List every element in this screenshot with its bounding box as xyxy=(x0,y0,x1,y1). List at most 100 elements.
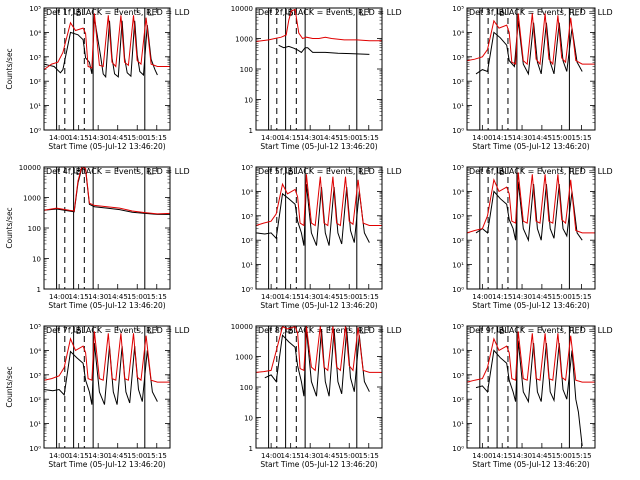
x-tick-label: 14:45 xyxy=(532,293,552,301)
x-tick-label: 14:00 xyxy=(472,134,492,142)
y-tick-label: 1000 xyxy=(235,354,253,362)
y-tick-label: 10³ xyxy=(29,54,41,62)
x-tick-label: 14:45 xyxy=(532,134,552,142)
y-tick-label: 1000 xyxy=(23,195,41,203)
y-tick-label: 10⁰ xyxy=(29,127,41,135)
x-tick-label: 14:00 xyxy=(261,293,281,301)
x-tick-label: 14:45 xyxy=(108,293,128,301)
series-lld-line xyxy=(43,331,170,383)
x-tick-label: 14:00 xyxy=(49,452,69,460)
y-tick-label: 10³ xyxy=(452,213,464,221)
y-tick-label: 10² xyxy=(241,237,253,245)
x-tick-label: 15:00 xyxy=(339,452,359,460)
x-tick-label: 14:00 xyxy=(261,134,281,142)
series-events-line xyxy=(255,184,370,246)
y-tick-label: 10³ xyxy=(241,213,253,221)
marker-bracket xyxy=(285,9,291,15)
panel-2: Det 2f, BLACK = Events, RED = LLD1101001… xyxy=(231,5,402,151)
y-tick-label: 10² xyxy=(452,396,464,404)
marker-bracket xyxy=(73,327,79,333)
plot-frame xyxy=(255,7,383,131)
x-axis-label: Start Time (05-Jul-12 13:46:20) xyxy=(48,460,165,469)
marker-bracket xyxy=(497,9,502,15)
panel-8: Det 8f, BLACK = Events, RED = LLD1101001… xyxy=(231,323,402,469)
y-tick-label: 10⁵ xyxy=(29,5,41,13)
x-tick-label: 14:30 xyxy=(300,293,320,301)
x-tick-label: 14:00 xyxy=(49,293,69,301)
x-tick-label: 15:15 xyxy=(147,293,167,301)
y-tick-label: 10² xyxy=(29,396,41,404)
x-tick-label: 14:45 xyxy=(320,293,340,301)
y-tick-label: 10¹ xyxy=(452,421,464,429)
x-tick-label: 15:00 xyxy=(127,293,147,301)
series-lld-line xyxy=(466,172,595,234)
marker-bracket xyxy=(285,168,291,174)
series-events-line xyxy=(43,167,170,215)
y-axis-label: Counts/sec xyxy=(5,207,14,248)
plot-frame xyxy=(255,325,383,449)
x-tick-label: 14:00 xyxy=(261,452,281,460)
x-tick-label: 15:00 xyxy=(552,293,572,301)
y-tick-label: 10⁰ xyxy=(452,286,464,294)
series-events-line xyxy=(475,340,583,447)
y-tick-label: 10000 xyxy=(19,164,41,172)
x-tick-label: 15:00 xyxy=(552,452,572,460)
series-events-line xyxy=(475,20,583,76)
x-tick-label: 15:00 xyxy=(127,134,147,142)
y-tick-label: 10² xyxy=(29,78,41,86)
marker-bracket xyxy=(148,9,154,16)
y-tick-label: 10⁵ xyxy=(29,323,41,331)
y-tick-label: 10⁴ xyxy=(29,29,41,37)
plot-frame xyxy=(43,7,171,131)
x-axis-label: Start Time (05-Jul-12 13:46:20) xyxy=(472,301,589,310)
y-tick-label: 10² xyxy=(452,237,464,245)
x-tick-label: 15:15 xyxy=(571,452,591,460)
x-tick-label: 14:45 xyxy=(532,452,552,460)
x-axis-label: Start Time (05-Jul-12 13:46:20) xyxy=(48,301,165,310)
y-tick-label: 10000 xyxy=(231,323,253,331)
x-tick-label: 14:30 xyxy=(88,134,108,142)
y-tick-label: 10⁰ xyxy=(29,445,41,453)
series-events-line xyxy=(264,328,370,397)
series-lld-line xyxy=(43,166,171,215)
y-tick-label: 10¹ xyxy=(29,421,41,429)
marker-annotation: D xyxy=(288,169,293,177)
y-tick-label: 10⁵ xyxy=(452,323,464,331)
x-tick-label: 14:30 xyxy=(300,452,320,460)
series-lld-line xyxy=(466,331,595,383)
marker-bracket xyxy=(148,327,154,334)
panel-6: Det 6f, BLACK = Events, RED = LLD 10⁰ 10¹ 1… xyxy=(452,164,612,310)
panel-title: Det 9f, BLACK = Events, RED = LLD xyxy=(469,326,613,335)
plot-frame xyxy=(466,166,596,290)
y-tick-label: 10⁴ xyxy=(452,29,464,37)
marker-annotation: D xyxy=(500,10,505,18)
y-tick-label: 1 xyxy=(249,127,253,135)
marker-bracket xyxy=(572,9,579,16)
y-tick-label: 10⁴ xyxy=(452,188,464,196)
series-events-line xyxy=(43,17,158,79)
y-tick-label: 10⁵ xyxy=(452,164,464,172)
x-tick-label: 14:15 xyxy=(281,134,301,142)
x-tick-label: 14:45 xyxy=(320,134,340,142)
series-lld-line xyxy=(255,325,382,373)
x-tick-label: 14:45 xyxy=(108,452,128,460)
x-tick-label: 14:00 xyxy=(472,452,492,460)
x-tick-label: 14:00 xyxy=(472,293,492,301)
y-tick-label: 10000 xyxy=(231,5,253,13)
x-tick-label: 14:15 xyxy=(69,452,89,460)
y-tick-label: 100 xyxy=(240,66,253,74)
x-axis-label: Start Time (05-Jul-12 13:46:20) xyxy=(260,460,377,469)
y-tick-label: 10 xyxy=(244,415,253,423)
x-tick-label: 14:30 xyxy=(88,452,108,460)
series-lld-line xyxy=(43,13,170,71)
series-events-line xyxy=(475,181,583,243)
marker-bracket xyxy=(572,168,579,175)
marker-bracket xyxy=(497,327,502,333)
x-tick-label: 14:15 xyxy=(69,134,89,142)
y-axis-label: Counts/sec xyxy=(5,48,14,89)
series-events-line xyxy=(278,44,370,55)
marker-bracket xyxy=(73,9,79,15)
marker-bracket xyxy=(360,168,366,175)
panel-1: Det 1f, BLACK = Events, RED = LLD10⁰10¹1… xyxy=(5,5,190,151)
marker-annotation: D xyxy=(500,169,505,177)
